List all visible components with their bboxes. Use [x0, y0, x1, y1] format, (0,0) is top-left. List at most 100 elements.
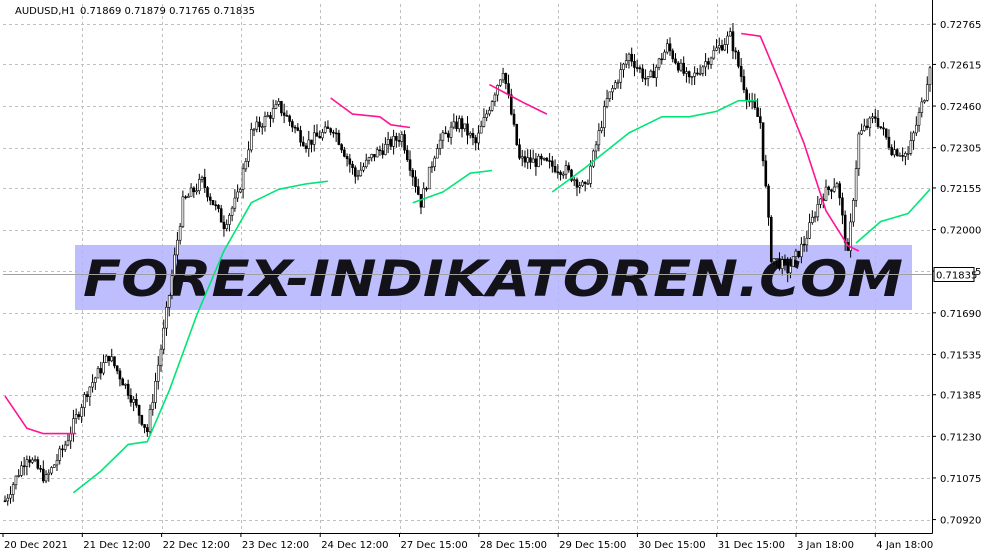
candle-body — [783, 259, 787, 263]
candle-body — [345, 156, 349, 160]
x-tick-label: 21 Dec 12:00 — [83, 540, 150, 551]
candle-body — [468, 133, 472, 136]
candle-body — [146, 427, 149, 432]
candle-body — [167, 295, 171, 308]
candle-body — [457, 118, 461, 130]
candle-body — [485, 113, 488, 118]
candle-body — [679, 62, 683, 71]
candle-body — [884, 128, 888, 138]
candle-body — [745, 89, 748, 102]
candle-body — [671, 50, 675, 60]
candle-body — [198, 179, 201, 191]
candle-body — [904, 153, 907, 157]
candle-body — [318, 136, 322, 139]
candle-body — [923, 100, 926, 103]
candle-body — [239, 189, 242, 193]
candle-body — [455, 121, 458, 130]
candle-body — [534, 158, 538, 167]
candle-body — [786, 262, 789, 274]
candle-body — [351, 163, 354, 169]
candle-body — [868, 117, 872, 128]
candle-body — [466, 123, 469, 136]
candle-body — [340, 144, 343, 151]
candle-body — [832, 186, 836, 192]
upper-band-segment — [489, 83, 548, 115]
candle-body — [917, 112, 921, 126]
candle-body — [545, 157, 549, 161]
y-tick-label: 0.71535 — [940, 350, 981, 361]
candle-body — [797, 250, 800, 258]
candle-body — [9, 494, 12, 499]
candle-body — [622, 63, 625, 70]
candle-body — [189, 187, 193, 197]
lower-band-segment — [551, 99, 758, 193]
candle-body — [176, 239, 179, 256]
candle-body — [236, 191, 239, 199]
candle-body — [581, 181, 584, 186]
x-tick-label: 28 Dec 15:00 — [480, 540, 547, 551]
candle-body — [849, 221, 852, 251]
candle-body — [663, 51, 666, 60]
candle-body — [597, 130, 601, 146]
candle-body — [873, 116, 877, 119]
candle-body — [192, 187, 196, 193]
candle-body — [674, 58, 677, 64]
y-tick-label: 0.72765 — [940, 20, 981, 31]
candle-body — [704, 61, 707, 68]
candle-body — [600, 127, 603, 132]
candle-body — [280, 101, 283, 114]
candle-body — [531, 158, 535, 163]
candle-body — [148, 409, 152, 432]
candle-body — [321, 132, 324, 139]
candle-body — [816, 204, 820, 218]
candle-body — [925, 84, 929, 101]
candle-body — [28, 459, 31, 463]
candle-body — [17, 475, 20, 477]
candle-body — [47, 472, 51, 475]
candle-body — [113, 356, 116, 367]
x-tick-label: 4 Jan 18:00 — [876, 540, 933, 551]
candle-body — [219, 208, 223, 223]
candle-body — [405, 149, 409, 161]
candle-body — [244, 161, 248, 170]
upper-band-segment — [330, 97, 411, 129]
axes: 0.72765 0.72615 0.72460 0.72305 0.72155 0.720… — [0, 0, 981, 551]
candle-body — [471, 133, 475, 138]
candle-body — [247, 149, 250, 162]
candle-body — [94, 377, 97, 383]
candle-body — [811, 216, 814, 224]
candle-body — [756, 107, 759, 117]
candle-body — [121, 378, 124, 386]
candle-body — [107, 355, 111, 362]
candle-body — [586, 183, 590, 185]
candle-body — [77, 414, 81, 417]
candle-body — [323, 126, 327, 133]
candle-body — [447, 133, 450, 138]
candle-body — [501, 73, 505, 81]
candle-body — [693, 72, 696, 77]
candle-body — [865, 125, 869, 128]
y-tick-label: 0.72615 — [940, 60, 981, 71]
candle-body — [895, 149, 899, 156]
candle-body — [624, 60, 628, 65]
candle-body — [676, 62, 680, 71]
candle-body — [293, 126, 297, 129]
candle-body — [225, 224, 228, 229]
candle-body — [356, 175, 360, 178]
candle-body — [893, 149, 896, 156]
candle-body — [83, 394, 86, 408]
candle-body — [44, 474, 48, 482]
candle-body — [241, 168, 245, 190]
candle-body — [129, 395, 133, 403]
candle-body — [392, 136, 395, 147]
candle-body — [608, 91, 612, 99]
candle-body — [367, 157, 371, 161]
candle-body — [767, 185, 770, 218]
candle-body — [156, 364, 160, 382]
candle-body — [460, 118, 464, 130]
candle-body — [63, 444, 67, 450]
candle-body — [74, 414, 78, 419]
lower-band-segment — [72, 180, 328, 494]
